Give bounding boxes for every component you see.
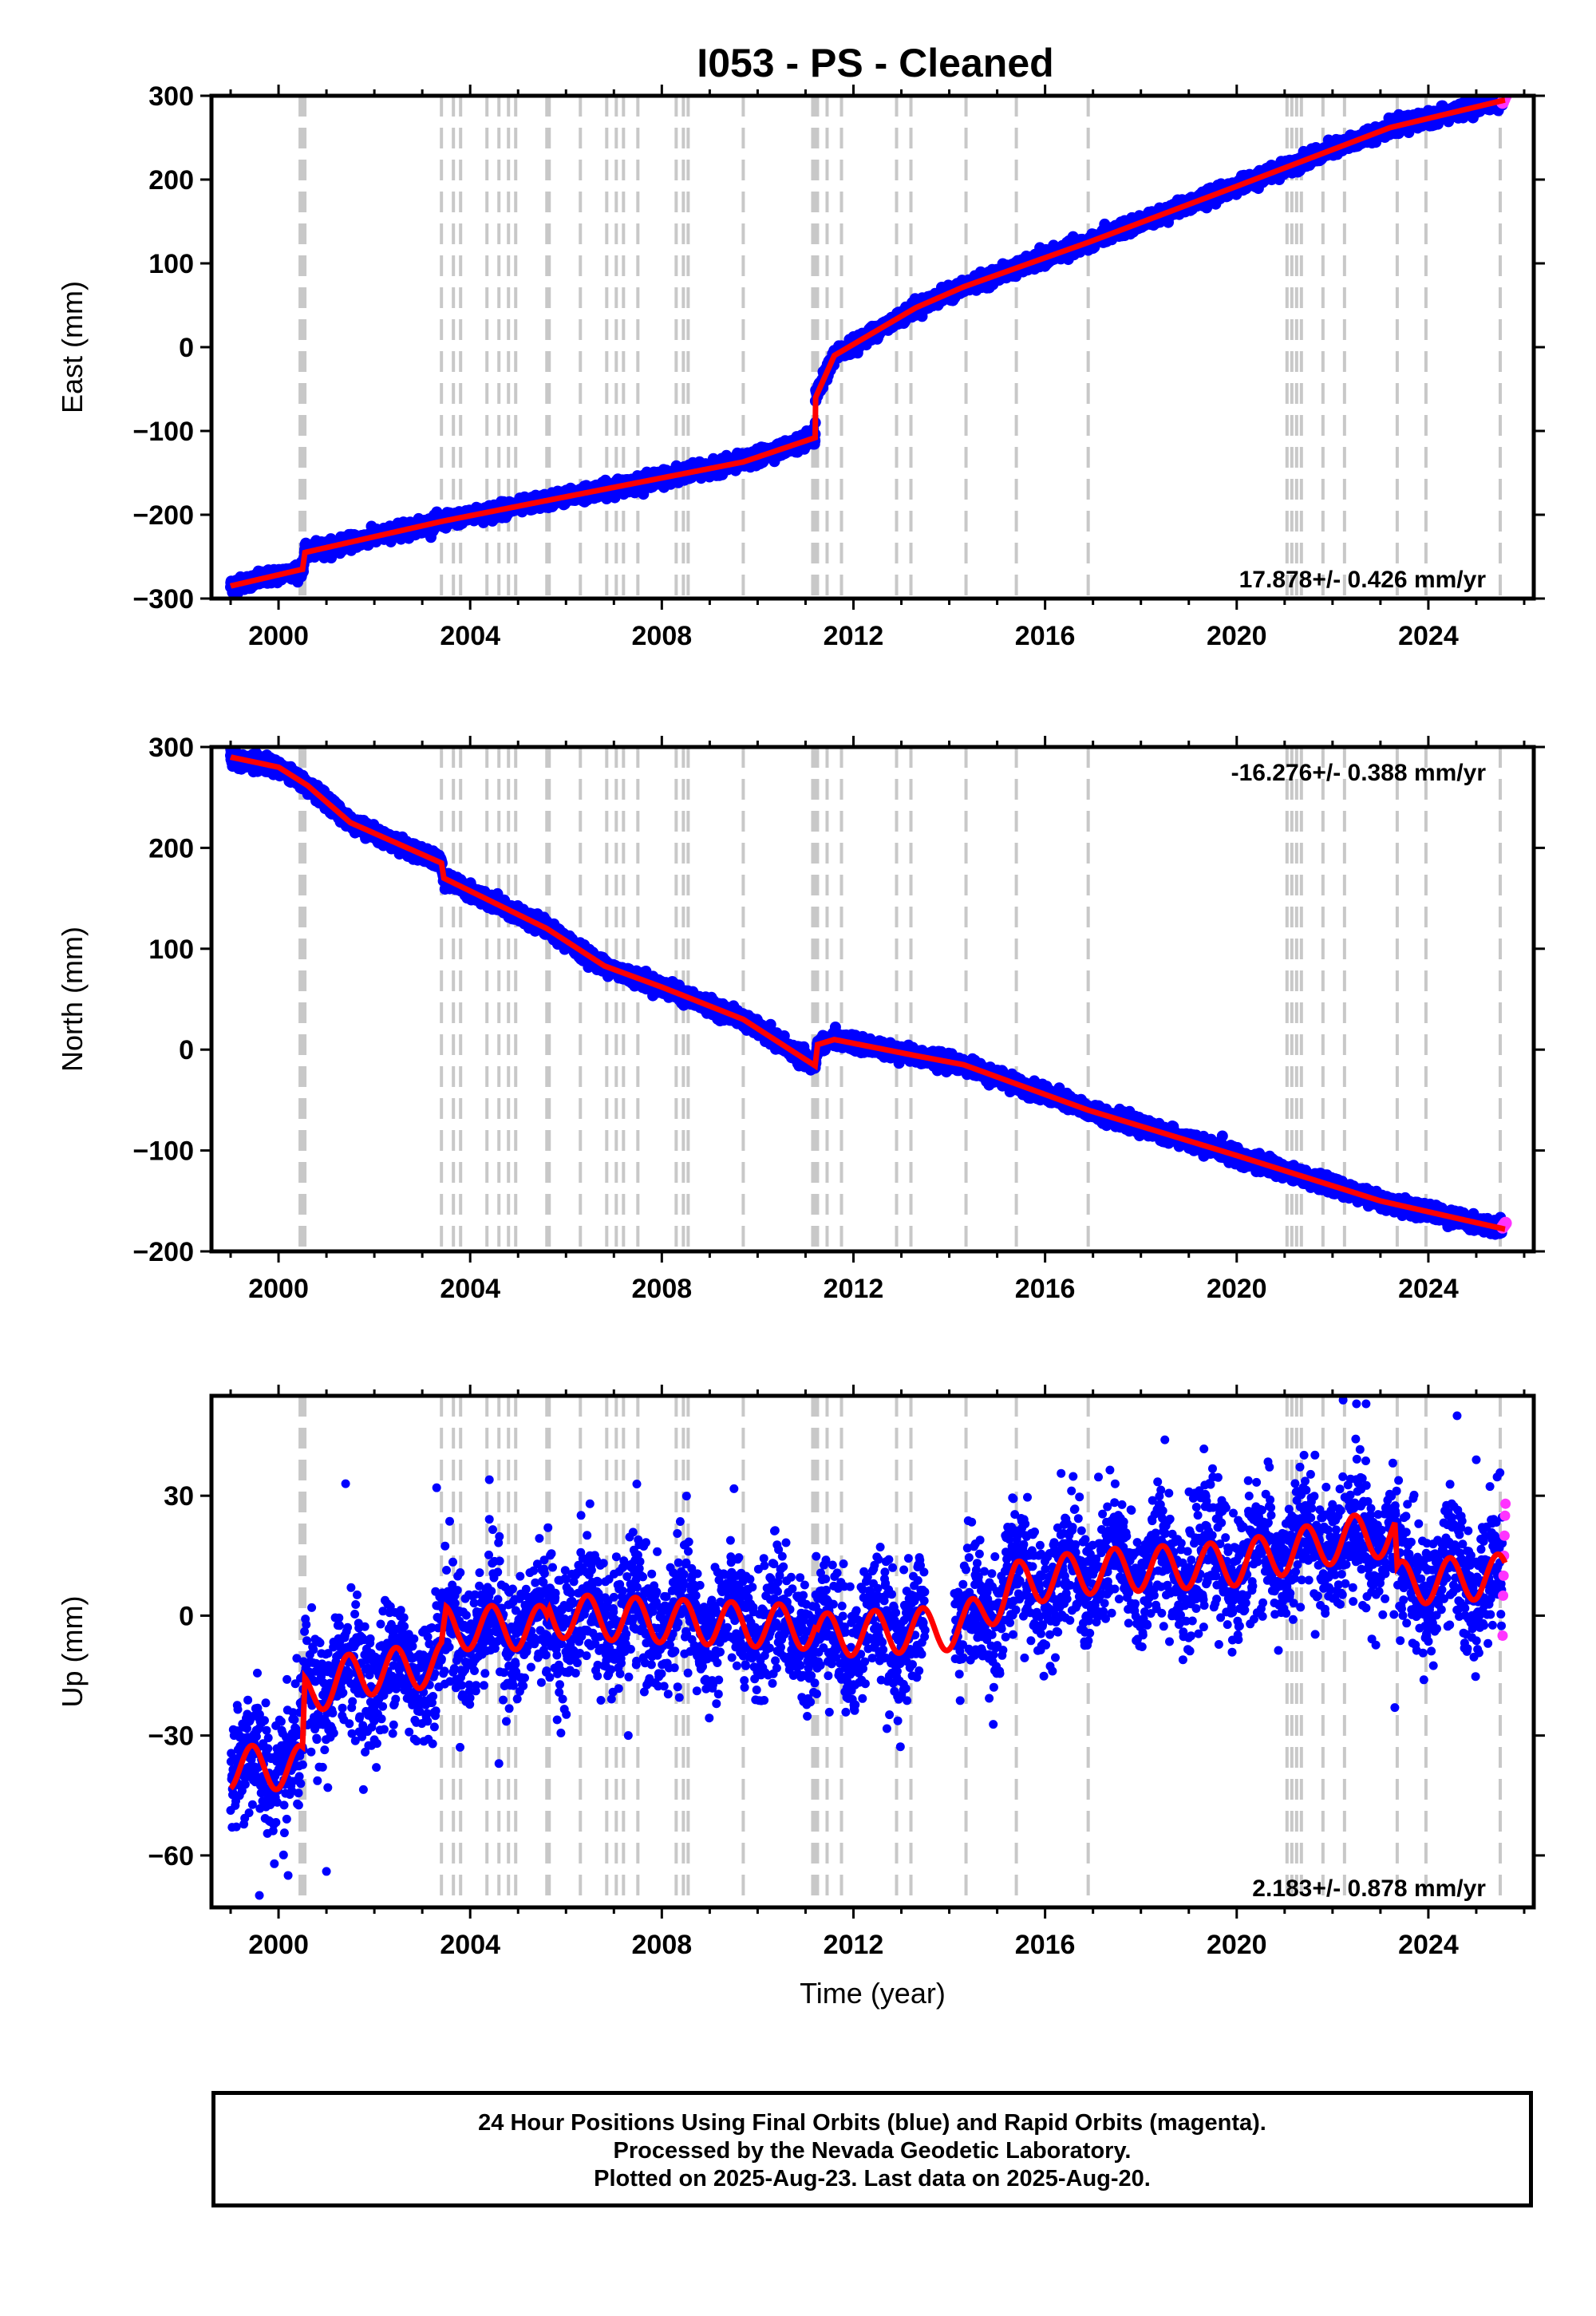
final-orbit-points: [225, 96, 1508, 599]
plot-area: [225, 96, 1512, 599]
figure-title: I053 - PS - Cleaned: [697, 41, 1053, 85]
